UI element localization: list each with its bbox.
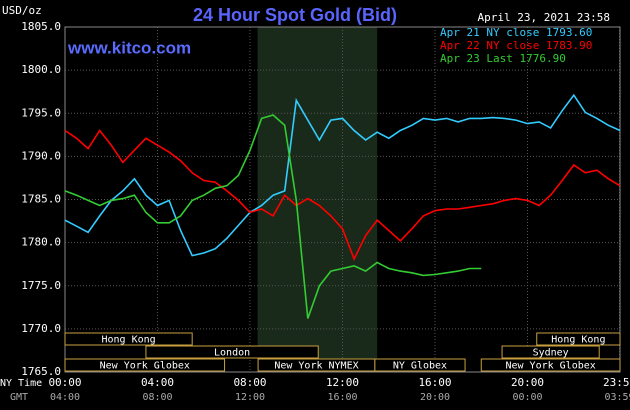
session-bar	[374, 358, 466, 372]
y-tick-label: 1765.0	[21, 365, 61, 378]
x2-tick-label: 03:59	[604, 392, 630, 403]
series-line	[64, 129, 621, 261]
y-tick-label: 1770.0	[21, 322, 61, 335]
session-label: New York Globex	[100, 361, 190, 372]
x2-tick-label: 00:00	[512, 392, 542, 403]
session-bar	[64, 332, 193, 346]
session-label: Sydney	[533, 348, 569, 359]
session-label: New York Globex	[505, 361, 595, 372]
x2-tick-label: 04:00	[50, 392, 80, 403]
session-bar	[145, 345, 319, 359]
y-tick-label: 1780.0	[21, 236, 61, 249]
chart-date: April 23, 2021 23:58	[478, 11, 610, 24]
x-tick-label: 00:00	[48, 376, 81, 389]
x-tick-label: 16:00	[418, 376, 451, 389]
session-label: Hong Kong	[102, 335, 156, 346]
y-tick-label: 1790.0	[21, 149, 61, 162]
session-label: Hong Kong	[551, 335, 605, 346]
plot-frame	[64, 26, 621, 373]
session-label: NY Globex	[393, 361, 447, 372]
x2-tick-label: 16:00	[327, 392, 357, 403]
x2-tick-label: 08:00	[142, 392, 172, 403]
chart-title: 24 Hour Spot Gold (Bid)	[193, 5, 397, 25]
session-label: London	[214, 348, 250, 359]
y-tick-label: 1805.0	[21, 20, 61, 33]
x2-axis-label: GMT	[10, 392, 28, 403]
session-bar	[64, 358, 226, 372]
series-line	[64, 93, 621, 257]
y-tick-label: 1775.0	[21, 279, 61, 292]
watermark: www.kitco.com	[67, 38, 191, 57]
series-line	[64, 114, 482, 319]
x-tick-label: 23:59	[603, 376, 630, 389]
y-tick-label: 1785.0	[21, 193, 61, 206]
x-tick-label: 08:00	[233, 376, 266, 389]
y-tick-label: 1800.0	[21, 63, 61, 76]
x2-tick-label: 20:00	[420, 392, 450, 403]
x-tick-label: 20:00	[511, 376, 544, 389]
session-label: New York NYMEX	[274, 361, 358, 372]
x-axis-label: NY Time	[0, 378, 42, 389]
x-tick-label: 04:00	[141, 376, 174, 389]
x2-tick-label: 12:00	[235, 392, 265, 403]
legend-label: Apr 22 NY close 1783.90	[440, 39, 592, 52]
session-bar	[536, 332, 621, 346]
x-tick-label: 12:00	[326, 376, 359, 389]
session-bar	[501, 345, 600, 359]
legend-label: Apr 23 Last 1776.90	[440, 52, 566, 65]
y-axis-label: USD/oz	[2, 4, 42, 17]
y-tick-label: 1795.0	[21, 106, 61, 119]
legend-label: Apr 21 NY close 1793.60	[440, 26, 592, 39]
session-bar	[480, 358, 621, 372]
